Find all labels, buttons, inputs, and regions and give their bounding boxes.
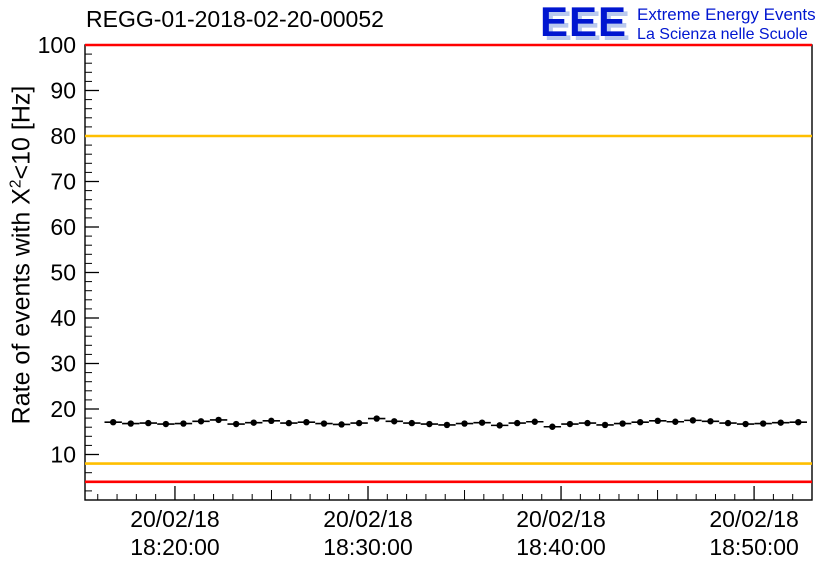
data-point: [566, 420, 574, 428]
data-point: [373, 415, 380, 422]
data-point: [250, 419, 257, 426]
data-point: [707, 418, 714, 425]
data-point: [426, 420, 433, 428]
x-tick-label-date: 20/02/18: [130, 506, 220, 532]
eee-logo: EEE Extreme Energy Events La Scienza nel…: [540, 0, 816, 45]
data-point: [320, 420, 328, 427]
y-tick-label: 70: [50, 169, 76, 195]
data-point: [777, 419, 784, 426]
data-point: [443, 421, 451, 429]
data-point: [109, 418, 117, 426]
y-tick-label: 50: [50, 260, 76, 286]
y-tick-label: 10: [50, 442, 76, 468]
data-point: [549, 423, 556, 430]
data-point: [672, 418, 679, 425]
data-point: [584, 419, 591, 427]
y-tick-label: 30: [50, 351, 76, 377]
data-point: [601, 421, 609, 429]
data-point: [268, 417, 275, 425]
y-tick-label: 40: [50, 305, 76, 331]
eee-logo-text: EEE: [540, 0, 628, 45]
data-point: [654, 417, 661, 425]
data-point: [391, 418, 398, 425]
data-point: [514, 419, 521, 427]
data-point: [724, 419, 732, 427]
data-point: [197, 418, 205, 425]
data-point: [408, 419, 416, 427]
y-tick-label: 60: [50, 214, 76, 240]
x-tick-label-time: 18:40:00: [516, 534, 606, 560]
eee-logo-captions: Extreme Energy Events La Scienza nelle S…: [637, 4, 816, 45]
data-point: [531, 418, 538, 425]
data-point: [689, 417, 697, 424]
y-tick-label: 80: [50, 123, 76, 149]
x-tick-label-time: 18:20:00: [130, 534, 220, 560]
y-tick-label: 20: [50, 396, 76, 422]
data-point: [127, 420, 134, 427]
data-point: [162, 420, 170, 428]
x-tick-label-time: 18:30:00: [323, 534, 413, 560]
x-tick-label-date: 20/02/18: [709, 506, 799, 532]
data-point: [285, 419, 293, 427]
data-point: [759, 420, 767, 427]
data-point: [180, 420, 187, 427]
x-tick-label-time: 18:50:00: [709, 534, 799, 560]
data-point: [355, 419, 363, 427]
data-point: [232, 420, 240, 428]
y-tick-label: 90: [50, 78, 76, 104]
data-point: [496, 422, 503, 429]
data-point: [478, 419, 486, 426]
plot-frame: [84, 44, 813, 501]
data-point: [795, 418, 802, 426]
logo-caption-line1: Extreme Energy Events: [637, 5, 816, 24]
x-tick-label-date: 20/02/18: [516, 506, 606, 532]
data-point: [338, 421, 345, 428]
y-tick-label: 100: [38, 32, 76, 58]
data-point: [461, 420, 468, 427]
data-point: [215, 416, 222, 424]
data-point: [145, 419, 152, 427]
data-point: [303, 418, 310, 426]
x-tick-label-date: 20/02/18: [323, 506, 413, 532]
plot-title: REGG-01-2018-02-20-00052: [86, 6, 384, 32]
data-point: [742, 420, 749, 428]
data-point: [636, 418, 644, 426]
data-point: [619, 420, 626, 427]
logo-caption-line2: La Scienza nelle Scuole: [637, 26, 808, 44]
